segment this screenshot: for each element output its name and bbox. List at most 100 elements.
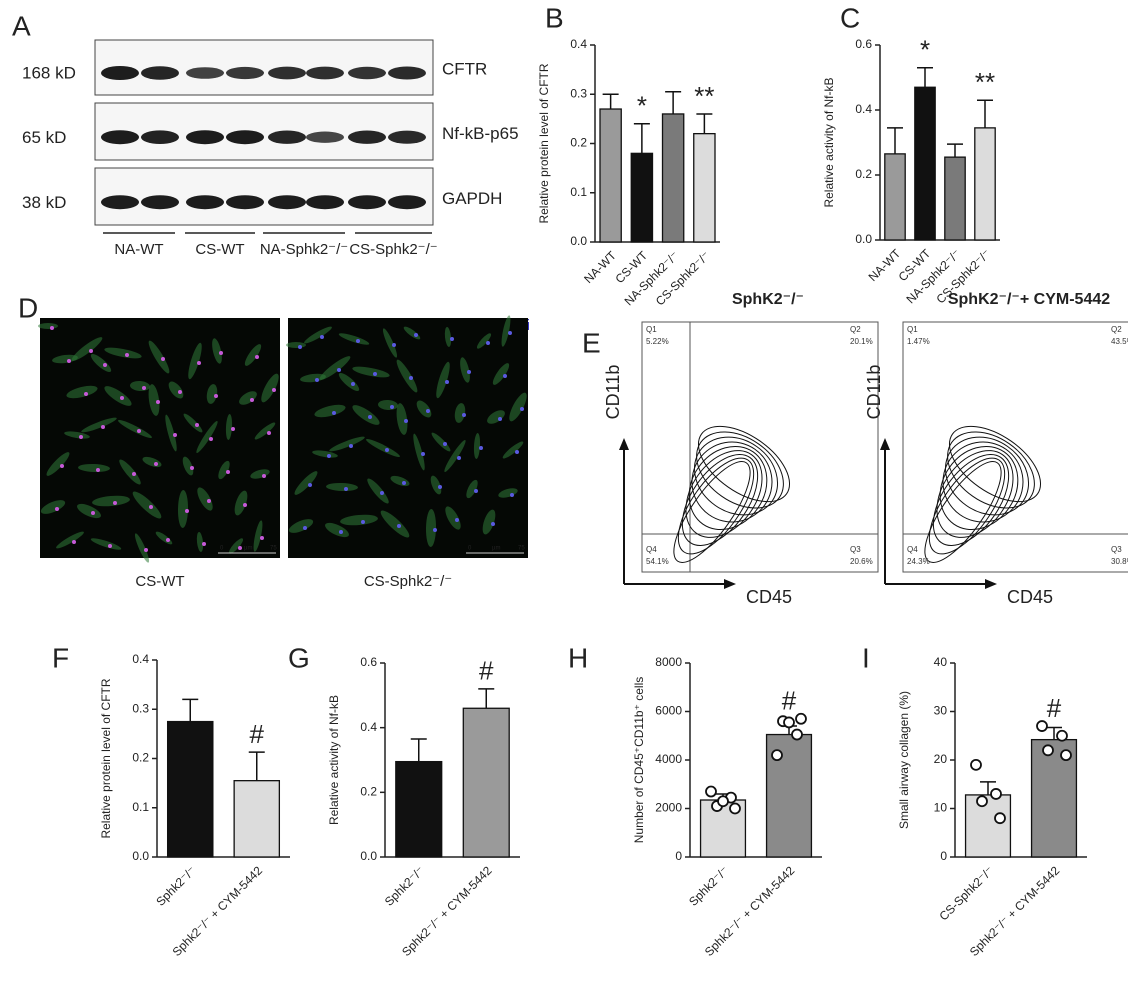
nucleus [84,392,88,396]
blot-band [348,195,386,210]
y-tick-label: 0 [940,849,947,863]
tissue [66,385,98,399]
tissue [206,384,218,404]
band-size: 38 kD [22,193,66,212]
nucleus [125,353,129,357]
contour [697,425,791,503]
blot-band [348,130,386,144]
tissue [286,342,306,348]
nucleus [197,361,201,365]
contour [947,431,1035,509]
quadrant-name: Q1 [646,325,657,334]
tissue [132,491,162,519]
nucleus [72,540,76,544]
bar [630,152,654,243]
error-bar [887,127,903,154]
y-tick-label: 0.0 [360,849,377,863]
data-point [717,795,729,808]
blot-band [268,195,306,210]
protein-name: Nf-kB-p65 [442,124,519,143]
tissue [436,361,450,399]
nucleus [392,343,396,347]
panel-letter: H [568,642,588,673]
nucleus [320,335,324,339]
y-tick-label: 0.2 [360,785,377,799]
tissue [445,506,461,530]
blot-band [101,66,139,80]
tissue [473,433,481,459]
nucleus [178,390,182,394]
nucleus [267,431,271,435]
nucleus [60,464,64,468]
tissue [197,487,213,511]
tissue [367,478,389,504]
nucleus [421,452,425,456]
blot-band [186,195,224,210]
nucleus [260,536,264,540]
tissue [312,450,338,458]
blot-band [306,66,344,80]
quadrant-name: Q1 [907,325,918,334]
bar [693,132,716,243]
nucleus [113,501,117,505]
quadrant-name: Q4 [907,545,918,554]
y-arrowhead [619,438,629,450]
tissue [425,509,437,547]
data-point [791,728,803,741]
nucleus [349,444,353,448]
nucleus [303,526,307,530]
tissue [148,384,160,416]
data-point [771,749,783,762]
nucleus [373,372,377,376]
tissue [228,538,244,554]
error-bar [917,67,933,88]
tissue [294,471,318,495]
data-point [1036,720,1048,732]
nucleus [450,337,454,341]
nucleus [120,396,124,400]
data-point [1042,744,1054,757]
data-point [783,716,795,729]
nucleus [250,398,254,402]
bar [964,794,1012,858]
group-label: NA-Sphk2⁻/⁻ [260,241,348,258]
tissue [119,459,141,485]
quadrant-percent: 30.8% [1111,557,1128,566]
nucleus [339,530,343,534]
tissue [234,490,248,516]
quadrant-percent: 54.1% [646,557,669,566]
nucleus [433,528,437,532]
panel-letter: C [840,2,860,33]
tissue [492,363,510,385]
nucleus [337,368,341,372]
tissue [380,510,410,538]
blot-band [186,130,224,145]
significance: # [479,656,494,686]
bar [884,153,906,241]
panel-letter: E [582,327,601,358]
error-bar [182,698,199,722]
y-tick-label: 6000 [655,704,682,718]
tissue [314,404,346,418]
tissue [501,315,511,347]
nucleus [243,503,247,507]
tissue [509,392,527,422]
nucleus [438,485,442,489]
x-arrowhead [985,579,997,589]
blot-band [141,66,179,80]
tissue [77,503,101,519]
y-tick-label: 0.2 [570,136,587,150]
y-tick-label: 0.4 [360,720,377,734]
data-point [994,812,1006,825]
nucleus [96,468,100,472]
nucleus [332,411,336,415]
blot-band [388,130,426,144]
blot-band [306,131,344,143]
tissue [476,333,492,349]
contour [691,441,773,523]
x-arrowhead [724,579,736,589]
contour [924,461,1002,563]
blot-band [306,195,344,210]
y-tick-label: 4000 [655,752,682,766]
